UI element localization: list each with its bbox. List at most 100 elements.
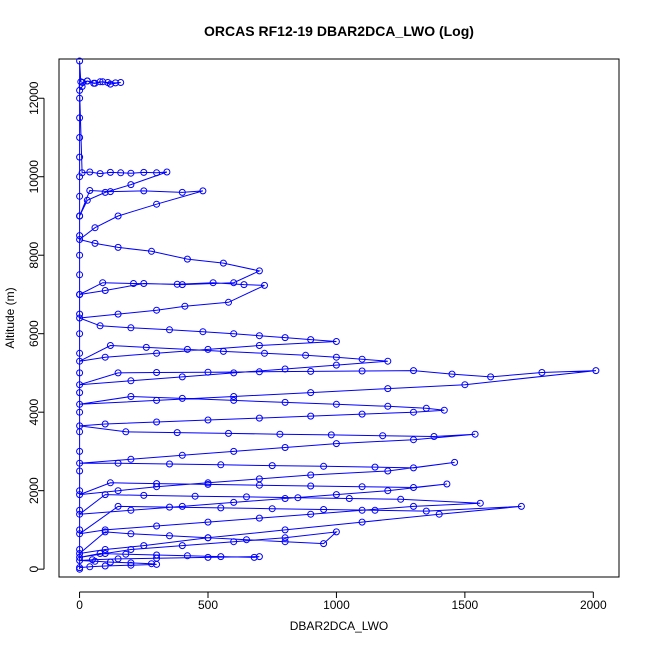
data-point xyxy=(76,546,84,553)
data-point xyxy=(91,239,99,247)
data-point xyxy=(76,57,84,65)
data-point xyxy=(166,503,173,511)
data-point xyxy=(86,187,94,194)
data-point xyxy=(268,505,276,513)
data-point xyxy=(255,332,263,340)
data-point xyxy=(255,514,263,522)
y-tick-label: 10000 xyxy=(27,160,41,194)
data-point xyxy=(183,255,191,263)
data-point xyxy=(181,302,189,310)
data-point xyxy=(76,422,84,430)
data-point xyxy=(332,353,340,361)
data-point xyxy=(76,271,84,279)
data-point xyxy=(255,553,263,561)
data-point xyxy=(76,510,84,518)
data-point xyxy=(217,461,225,469)
data-point xyxy=(99,279,107,287)
data-point xyxy=(76,349,84,357)
data-point xyxy=(76,467,84,475)
data-point xyxy=(397,495,405,503)
data-point xyxy=(127,561,135,569)
data-point xyxy=(307,389,315,397)
data-point xyxy=(440,406,448,414)
x-tick-label: 1000 xyxy=(323,598,350,612)
data-point xyxy=(127,324,135,332)
data-point xyxy=(219,347,227,355)
data-point xyxy=(307,367,315,375)
data-point xyxy=(101,528,109,536)
data-point xyxy=(217,553,225,561)
data-point xyxy=(76,86,84,94)
data-point xyxy=(122,550,130,558)
data-point xyxy=(76,550,84,557)
data-point xyxy=(122,428,130,436)
data-point xyxy=(276,430,284,438)
data-point xyxy=(83,77,91,85)
data-point xyxy=(307,510,315,518)
data-point xyxy=(371,463,379,471)
data-point xyxy=(320,462,328,470)
data-point xyxy=(384,402,392,410)
data-point xyxy=(148,247,155,255)
data-point xyxy=(476,499,484,507)
data-point xyxy=(153,200,161,208)
data-point xyxy=(153,522,161,530)
data-point xyxy=(307,471,315,479)
data-point xyxy=(294,494,302,502)
data-point xyxy=(76,94,84,102)
data-point xyxy=(76,314,84,322)
y-axis-label: Altitude (m) xyxy=(3,287,17,348)
data-point xyxy=(76,400,84,408)
data-point xyxy=(166,532,173,540)
data-point xyxy=(76,553,84,561)
data-point xyxy=(230,369,238,377)
data-point xyxy=(384,357,392,365)
data-point xyxy=(101,491,109,499)
data-point xyxy=(204,416,212,424)
data-point xyxy=(106,80,114,88)
data-point xyxy=(358,355,366,363)
data-point xyxy=(410,408,417,416)
data-point xyxy=(358,506,366,514)
data-point xyxy=(106,342,114,349)
data-point xyxy=(281,538,289,546)
data-point xyxy=(127,506,135,514)
data-point xyxy=(320,540,328,548)
data-point xyxy=(410,367,417,375)
data-point xyxy=(230,538,238,546)
data-point xyxy=(451,458,459,466)
data-point xyxy=(86,168,94,176)
data-point xyxy=(461,381,469,389)
data-point xyxy=(371,506,379,514)
data-point xyxy=(379,432,387,440)
data-point xyxy=(96,78,104,86)
data-point xyxy=(517,502,525,510)
y-axis: 0 2000 4000 6000 8000 10000 12000 xyxy=(27,81,45,572)
data-point xyxy=(140,168,148,176)
data-point xyxy=(117,169,125,177)
x-tick-label: 1500 xyxy=(452,598,479,612)
data-point xyxy=(327,431,335,439)
data-point xyxy=(76,491,84,499)
data-point xyxy=(76,291,84,298)
data-point xyxy=(101,550,109,557)
data-point xyxy=(96,550,104,557)
data-point xyxy=(76,506,84,514)
y-tick-label: 6000 xyxy=(27,320,41,347)
plot-frame xyxy=(58,58,620,578)
data-point xyxy=(140,187,148,195)
data-point xyxy=(410,484,417,491)
data-point xyxy=(358,518,366,526)
data-point xyxy=(173,280,181,288)
data-point xyxy=(91,557,99,565)
data-point xyxy=(430,433,438,440)
data-point xyxy=(101,562,109,570)
data-point xyxy=(101,420,109,428)
data-point xyxy=(443,480,451,488)
data-point xyxy=(99,78,107,86)
data-point xyxy=(191,492,199,500)
data-point xyxy=(153,169,161,177)
data-point xyxy=(76,389,84,397)
data-point xyxy=(307,482,315,490)
data-point xyxy=(204,368,212,376)
